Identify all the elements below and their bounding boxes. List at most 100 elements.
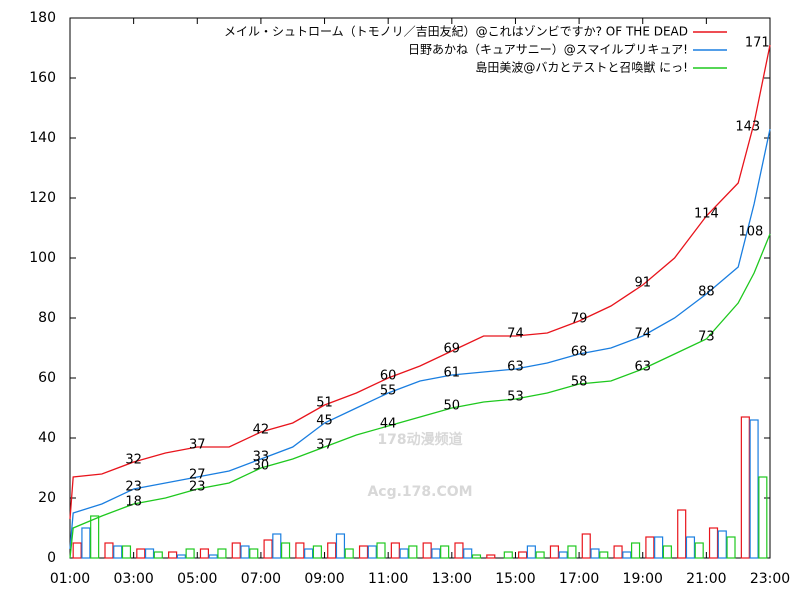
x-tick-label: 11:00	[368, 571, 408, 587]
x-tick-label: 07:00	[241, 571, 281, 587]
value-label: 108	[738, 225, 763, 240]
value-label: 60	[380, 369, 397, 384]
y-tick-label: 0	[47, 550, 56, 566]
value-label: 55	[380, 384, 397, 399]
value-label: 74	[634, 327, 651, 342]
count-bar	[431, 548, 441, 559]
value-label: 27	[189, 468, 206, 483]
value-label: 23	[125, 480, 142, 495]
value-label: 74	[507, 327, 524, 342]
value-label: 63	[507, 360, 524, 375]
x-tick-label: 09:00	[304, 571, 344, 587]
y-tick-label: 180	[29, 10, 56, 26]
value-label: 73	[698, 330, 715, 345]
legend-label: 島田美波@バカとテストと召喚獣 にっ!	[475, 60, 688, 75]
y-tick-label: 20	[38, 490, 56, 506]
count-bar	[408, 545, 418, 559]
count-bar	[176, 554, 186, 559]
plot-frame	[69, 17, 771, 559]
value-label: 37	[189, 438, 206, 453]
value-label: 63	[634, 360, 651, 375]
count-bar	[208, 554, 218, 559]
y-tick-label: 120	[29, 190, 56, 206]
count-bar	[153, 551, 163, 559]
count-bar	[581, 533, 591, 559]
value-label: 91	[634, 276, 651, 291]
count-bar	[440, 545, 450, 559]
count-bar	[144, 548, 155, 559]
count-bar	[136, 548, 146, 559]
value-label: 33	[253, 450, 270, 465]
value-label: 58	[571, 375, 588, 390]
count-bar	[567, 545, 577, 559]
value-label: 44	[380, 417, 397, 432]
count-bar	[694, 542, 704, 559]
count-bar	[376, 542, 386, 559]
count-bar	[503, 551, 513, 559]
value-label: 18	[125, 495, 142, 510]
value-label: 171	[745, 36, 770, 51]
value-label: 79	[571, 312, 588, 327]
count-bar	[249, 548, 259, 559]
count-bar	[685, 536, 696, 559]
count-bar	[240, 545, 250, 559]
count-bar	[367, 545, 377, 559]
count-bar	[708, 527, 719, 559]
count-bar	[272, 533, 282, 559]
x-tick-label: 13:00	[432, 571, 472, 587]
count-bar	[717, 530, 727, 559]
count-bar	[422, 542, 432, 559]
y-tick-label: 60	[38, 370, 56, 386]
value-label: 32	[125, 453, 142, 468]
count-bar	[590, 548, 600, 559]
count-bar	[280, 542, 291, 559]
count-bar	[199, 548, 210, 559]
count-bar	[558, 551, 568, 559]
count-bar	[104, 542, 114, 559]
series-line	[69, 128, 771, 550]
count-bar	[677, 509, 687, 559]
watermark: 178动漫频道	[377, 431, 462, 448]
value-label: 143	[735, 120, 760, 135]
count-bar	[613, 545, 623, 559]
x-tick-label: 19:00	[623, 571, 663, 587]
count-bar	[526, 545, 536, 559]
count-bar	[263, 539, 273, 559]
count-bar	[758, 476, 768, 559]
count-bar	[399, 548, 409, 559]
count-bar	[471, 554, 482, 559]
value-label: 37	[316, 438, 333, 453]
value-label: 88	[698, 285, 715, 300]
x-tick-label: 01:00	[50, 571, 90, 587]
count-bar	[740, 416, 750, 559]
count-bar	[358, 545, 369, 559]
x-tick-label: 17:00	[559, 571, 599, 587]
value-label: 68	[571, 345, 588, 360]
series-line	[69, 44, 771, 520]
value-label: 23	[189, 480, 206, 495]
value-label: 42	[253, 423, 270, 438]
x-tick-label: 03:00	[113, 571, 153, 587]
count-bar	[90, 515, 100, 559]
count-bar	[335, 533, 346, 559]
count-bar	[486, 554, 496, 559]
y-tick-label: 40	[38, 430, 56, 446]
count-bar	[295, 542, 305, 559]
y-tick-label: 140	[29, 130, 56, 146]
count-bar	[726, 536, 736, 559]
count-bar	[312, 545, 322, 559]
value-label: 61	[444, 366, 461, 381]
count-bar	[390, 542, 400, 559]
legend-label: 日野あかね（キュアサニー）@スマイルプリキュア!	[408, 43, 688, 57]
count-bar	[599, 551, 609, 559]
value-label: 114	[694, 207, 719, 222]
count-bar	[454, 542, 464, 559]
count-bar	[121, 545, 132, 559]
value-label: 51	[316, 396, 333, 411]
count-bar	[185, 548, 195, 559]
count-bar	[81, 527, 91, 559]
value-label: 30	[253, 459, 270, 474]
y-tick-label: 160	[29, 70, 56, 86]
x-tick-label: 05:00	[177, 571, 217, 587]
